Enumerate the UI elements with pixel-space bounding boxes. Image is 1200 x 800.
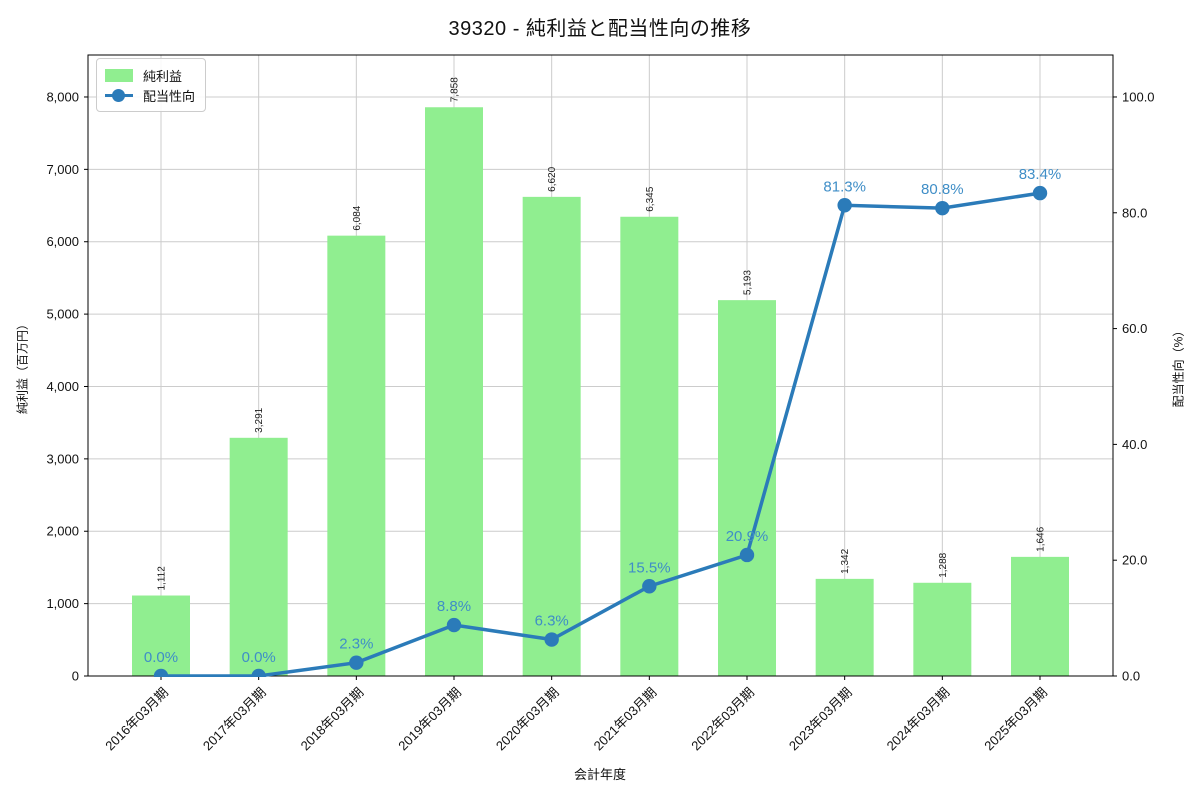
payout-ratio-line <box>153 185 1048 677</box>
left-tick-label: 4,000 <box>46 379 79 394</box>
bar <box>132 595 190 676</box>
bar-value-label: 6,620 <box>547 166 558 191</box>
right-tick-label: 0.0 <box>1122 669 1140 684</box>
line-point <box>544 632 559 647</box>
right-tick-label: 100.0 <box>1122 89 1155 104</box>
payout-ratio-label: 8.8% <box>437 598 471 615</box>
right-tick-label: 60.0 <box>1122 321 1147 336</box>
x-tick-label: 2021年03月期 <box>591 685 660 754</box>
payout-ratio-label: 0.0% <box>144 649 178 666</box>
bar <box>1011 556 1069 676</box>
right-tick-label: 80.0 <box>1122 205 1147 220</box>
bar-value-label: 1,288 <box>938 552 949 577</box>
bar-value-label: 3,291 <box>254 407 265 432</box>
y-axis-label-right: 配当性向（%） <box>1171 324 1186 408</box>
bar <box>620 216 679 677</box>
payout-ratio-label: 6.3% <box>535 613 569 630</box>
net-income-swatch-icon <box>105 68 133 82</box>
payout-ratio-label: 20.9% <box>726 528 769 545</box>
line-point <box>153 668 169 677</box>
payout-ratio-label: 81.3% <box>823 178 866 195</box>
chart-title: 39320 - 純利益と配当性向の推移 <box>448 18 752 40</box>
x-tick-label: 2019年03月期 <box>395 685 464 754</box>
line-point <box>446 617 462 633</box>
x-axis-label: 会計年度 <box>573 767 626 782</box>
bar <box>815 578 874 676</box>
x-tick-label: 2017年03月期 <box>200 685 269 754</box>
y-axis-label-left: 純利益（百万円） <box>15 317 30 415</box>
left-tick-label: 3,000 <box>46 451 79 466</box>
right-tick-label: 20.0 <box>1122 553 1147 568</box>
x-tick-label: 2024年03月期 <box>884 685 953 754</box>
x-tick-label: 2016年03月期 <box>102 685 171 754</box>
bar-value-label: 6,345 <box>645 186 656 211</box>
left-tick-label: 8,000 <box>46 89 79 104</box>
line-point <box>935 200 950 216</box>
bar-value-label: 1,342 <box>840 548 851 573</box>
payout-ratio-label: 2.3% <box>339 636 373 653</box>
left-tick-label: 2,000 <box>46 524 79 539</box>
left-tick-label: 1,000 <box>46 596 79 611</box>
line-point <box>642 579 657 594</box>
bar <box>229 437 288 676</box>
x-tick-label: 2025年03月期 <box>981 685 1050 754</box>
bar <box>913 582 972 676</box>
line-point <box>251 668 266 677</box>
bar-value-label: 5,193 <box>743 270 754 295</box>
x-tick-label: 2022年03月期 <box>688 685 757 754</box>
legend-item-net-income: 純利益 <box>105 65 195 85</box>
bar <box>327 235 386 676</box>
bar <box>522 196 581 676</box>
payout-ratio-line-marker-icon <box>105 88 133 102</box>
bar-value-label: 1,112 <box>157 566 168 591</box>
payout-ratio-label: 15.5% <box>628 559 671 576</box>
bars-group <box>132 107 1069 677</box>
legend-label: 純利益 <box>143 68 183 84</box>
line-point <box>739 547 755 563</box>
bar-value-label: 7,858 <box>450 77 461 102</box>
line-point <box>837 198 852 213</box>
payout-ratio-label: 80.8% <box>921 181 964 198</box>
payout-ratio-labels: 0.0% 0.0% 2.3% 8.8% 6.3% 15.5% 20.9% 81.3% 80.8%… <box>144 166 1061 666</box>
x-tick-label: 2020年03月期 <box>493 685 562 754</box>
right-tick-label: 40.0 <box>1122 437 1147 452</box>
left-tick-label: 5,000 <box>46 307 79 322</box>
line-point <box>1032 185 1048 201</box>
left-tick-label: 0 <box>72 669 79 684</box>
legend: 純利益 配当性向 <box>96 58 207 112</box>
bar-value-labels: 1,112 3,291 6,084 7,858 6,620 6,345 5,193 1,342… <box>157 77 1047 591</box>
legend-item-payout-ratio: 配当性向 <box>105 85 195 105</box>
bar <box>425 107 483 676</box>
line-point <box>349 655 364 670</box>
x-tick-label: 2018年03月期 <box>298 685 367 754</box>
x-tick-label: 2023年03月期 <box>786 685 855 754</box>
bar-value-label: 6,084 <box>352 205 363 230</box>
left-tick-label: 7,000 <box>46 162 79 177</box>
payout-ratio-label: 83.4% <box>1019 166 1062 183</box>
legend-label: 配当性向 <box>143 88 196 104</box>
left-tick-label: 6,000 <box>46 234 79 249</box>
bar-value-label: 1,646 <box>1036 526 1047 551</box>
axes: 0 1,000 2,000 3,000 4,000 5,000 6,000 7,000 8,00… <box>46 54 1155 754</box>
payout-ratio-label: 0.0% <box>242 649 276 666</box>
